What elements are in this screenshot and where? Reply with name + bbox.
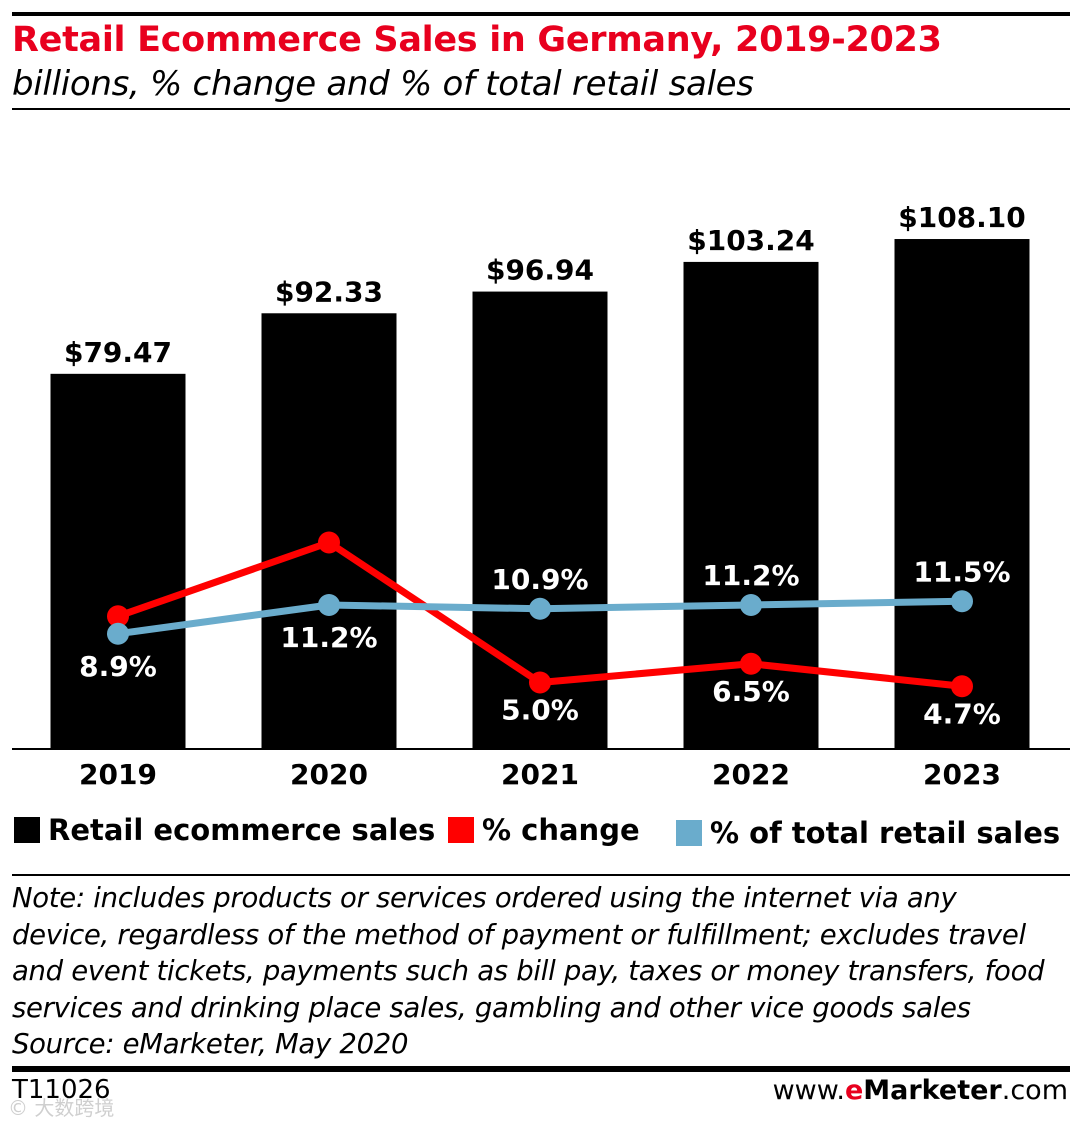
pct-change-label: 6.5%: [712, 675, 790, 708]
pct-total-label: 11.2%: [280, 621, 377, 654]
legend-item-change: % change: [448, 810, 640, 850]
footer-rule: [12, 1066, 1070, 1072]
bar-value-label: $92.33: [275, 275, 383, 308]
note-line: device, regardless of the method of paym…: [12, 918, 1026, 951]
pct-total-point: [740, 594, 762, 616]
legend-label-bars: Retail ecommerce sales: [48, 813, 436, 847]
x-tick-label: 2019: [79, 758, 157, 791]
pct-total-label: 11.5%: [913, 555, 1010, 588]
legend-label-share: % of total retail sales: [710, 816, 1061, 850]
legend-item-share: % of total retail sales: [676, 813, 1060, 853]
legend-swatch-red: [448, 817, 474, 843]
bar-value-label: $103.24: [687, 224, 815, 257]
pct-total-label: 10.9%: [491, 563, 588, 596]
x-tick-label: 2020: [290, 758, 368, 791]
bar-value-label: $96.94: [486, 254, 594, 287]
chart-id: T11026: [12, 1075, 111, 1105]
pct-change-label: 10.3%: [69, 570, 166, 603]
x-tick-label: 2022: [712, 758, 790, 791]
bar-value-label: $108.10: [898, 201, 1026, 234]
pct-total-label: 8.9%: [79, 650, 157, 683]
pct-change-label: 4.7%: [923, 697, 1001, 730]
legend-item-bars: Retail ecommerce sales: [14, 810, 435, 850]
x-tick-label: 2021: [501, 758, 579, 791]
pct-total-label: 11.2%: [702, 559, 799, 592]
chart-subtitle: billions, % change and % of total retail…: [12, 64, 754, 104]
bar-value-label: $79.47: [64, 336, 172, 369]
bar-2019: [50, 373, 186, 748]
note-divider: [12, 874, 1070, 876]
legend-swatch-black: [14, 817, 40, 843]
x-tick-label: 2023: [923, 758, 1001, 791]
pct-change-point: [740, 652, 762, 675]
watermark: © 大数跨境: [8, 1096, 115, 1120]
footnote: Note: includes products or services orde…: [12, 880, 1072, 1063]
pct-total-point: [951, 590, 973, 613]
title-divider: [12, 108, 1070, 110]
brand-url[interactable]: www.eMarketer.com: [772, 1075, 1068, 1106]
pct-change-label: 5.0%: [501, 694, 579, 727]
note-line: services and drinking place sales, gambl…: [12, 991, 971, 1024]
pct-total-point: [318, 594, 340, 616]
legend-label-change: % change: [482, 813, 640, 847]
bar-2020: [261, 313, 397, 748]
pct-change-label: 16.2%: [280, 497, 377, 530]
note-line: Note: includes products or services orde…: [12, 882, 957, 914]
pct-change-point: [318, 531, 340, 554]
pct-total-point: [529, 597, 551, 620]
source-line: Source: eMarketer, May 2020: [12, 1028, 409, 1060]
pct-total-point: [107, 622, 129, 645]
top-rule: [12, 12, 1070, 16]
bar-2023: [894, 239, 1030, 748]
pct-change-point: [951, 675, 973, 698]
chart-title: Retail Ecommerce Sales in Germany, 2019-…: [12, 20, 942, 60]
pct-change-point: [529, 671, 551, 694]
note-line: and event tickets, payments such as bill…: [12, 955, 1045, 987]
pct-change-point: [107, 605, 129, 628]
combo-chart: $79.47 2019 $92.33 2020 $96.94 2021 $103.24 202…: [12, 201, 1070, 791]
legend-swatch-blue: [676, 820, 702, 846]
